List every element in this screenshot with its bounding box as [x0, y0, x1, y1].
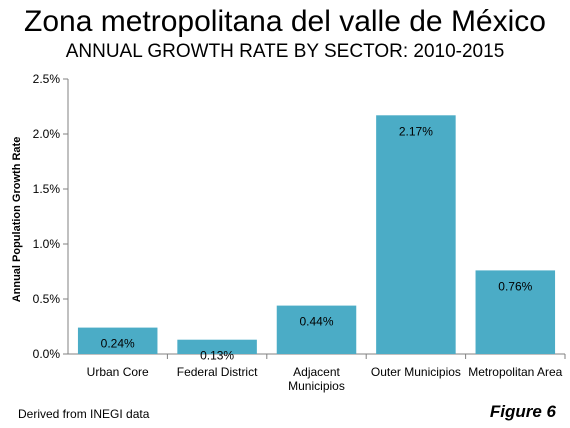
data-label: 0.24%	[101, 337, 135, 351]
y-tick-label: 2.5%	[33, 72, 61, 86]
bar	[77, 327, 158, 354]
bar	[475, 270, 556, 354]
x-tick-label: Adjacent	[293, 365, 340, 379]
x-tick-label: Municipios	[288, 379, 345, 393]
y-tick-label: 2.0%	[33, 127, 61, 141]
y-tick-label: 0.5%	[33, 292, 61, 306]
data-label: 0.13%	[200, 349, 234, 363]
bar	[276, 305, 357, 354]
figure-label: Figure 6	[489, 402, 556, 421]
bar	[376, 115, 456, 354]
data-label: 0.44%	[299, 315, 333, 329]
y-axis-title: Annual Population Growth Rate	[11, 137, 23, 303]
chart-subtitle: ANNUAL GROWTH RATE BY SECTOR: 2010-2015	[65, 41, 505, 62]
chart-title: Zona metropolitana del valle de México	[24, 5, 546, 38]
y-tick-label: 0.0%	[33, 347, 61, 361]
data-label: 2.17%	[399, 124, 433, 138]
y-tick-label: 1.5%	[33, 182, 61, 196]
x-tick-label: Outer Municipios	[371, 365, 461, 379]
x-tick-label: Federal District	[177, 365, 258, 379]
bar	[177, 339, 257, 354]
x-tick-label: Metropolitan Area	[468, 365, 562, 379]
source-note: Derived from INEGI data	[18, 407, 150, 421]
y-tick-label: 1.0%	[33, 237, 61, 251]
x-tick-label: Urban Core	[87, 365, 149, 379]
data-label: 0.76%	[498, 279, 532, 293]
